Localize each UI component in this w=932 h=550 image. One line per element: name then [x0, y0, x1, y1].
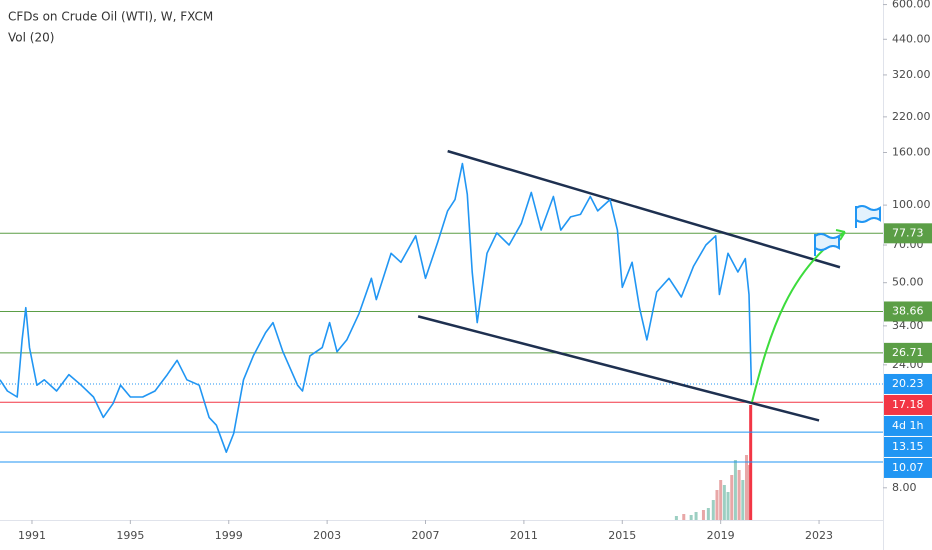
volume-bar [747, 465, 751, 520]
plot-layer [0, 149, 883, 520]
x-tick-label: 2023 [805, 529, 833, 542]
price-label: 20.23 [892, 377, 924, 390]
volume-bar [694, 512, 698, 520]
price-label-box [884, 342, 932, 363]
y-tick-label: 34.00 [892, 319, 924, 332]
volume-bar [706, 508, 710, 520]
volume-bar [737, 470, 741, 520]
trendline [417, 315, 820, 422]
volume-bar [744, 455, 748, 520]
x-tick-label: 1999 [215, 529, 243, 542]
price-label: 13.15 [892, 440, 924, 453]
flag-icon [855, 205, 881, 228]
price-line [0, 162, 753, 453]
y-tick-label: 8.00 [892, 481, 917, 494]
price-label-box [884, 373, 932, 394]
price-label: 38.66 [892, 304, 924, 317]
price-label-box [884, 223, 932, 244]
y-tick-label: 220.00 [892, 110, 931, 123]
y-tick-label: 160.00 [892, 146, 931, 159]
volume-bar [733, 460, 737, 520]
price-label-box [884, 457, 932, 478]
volume-bar [701, 510, 705, 520]
volume-bar [741, 480, 745, 520]
arrow-head [835, 229, 846, 241]
flag-icon [814, 233, 840, 256]
x-tick-label: 2015 [608, 529, 636, 542]
x-tick-label: 2019 [707, 529, 735, 542]
price-label-box [884, 394, 932, 415]
y-tick-label: 440.00 [892, 32, 931, 45]
price-label: 77.73 [892, 226, 924, 239]
price-label-box [884, 436, 932, 457]
volume-bar [715, 490, 719, 520]
trendline [447, 149, 841, 269]
y-tick-label: 50.00 [892, 276, 924, 289]
volume-bar [719, 480, 723, 520]
price-label: 26.71 [892, 346, 924, 359]
x-tick-label: 2003 [313, 529, 341, 542]
volume-bar [722, 485, 726, 520]
x-tick-label: 1991 [18, 529, 46, 542]
volume-title: Vol (20) [8, 31, 54, 45]
chart-title: CFDs on Crude Oil (WTI), W, FXCM [8, 10, 213, 24]
x-tick-label: 2007 [412, 529, 440, 542]
price-label-box [884, 301, 932, 322]
price-label: 17.18 [892, 398, 924, 411]
y-tick-label: 320.00 [892, 68, 931, 81]
x-tick-label: 1995 [116, 529, 144, 542]
volume-bar [711, 500, 715, 520]
volume-bar [674, 516, 678, 520]
y-tick-label: 100.00 [892, 198, 931, 211]
y-tick-label: 600.00 [892, 0, 931, 11]
price-label-box [884, 415, 932, 436]
volume-bar [730, 475, 734, 520]
volume-bar [689, 515, 693, 520]
volume-bar [682, 514, 686, 520]
volume-bar [726, 492, 730, 520]
price-label: 10.07 [892, 461, 924, 474]
drawings [751, 205, 881, 403]
price-label: 4d 1h [892, 419, 923, 432]
x-tick-label: 2011 [510, 529, 538, 542]
